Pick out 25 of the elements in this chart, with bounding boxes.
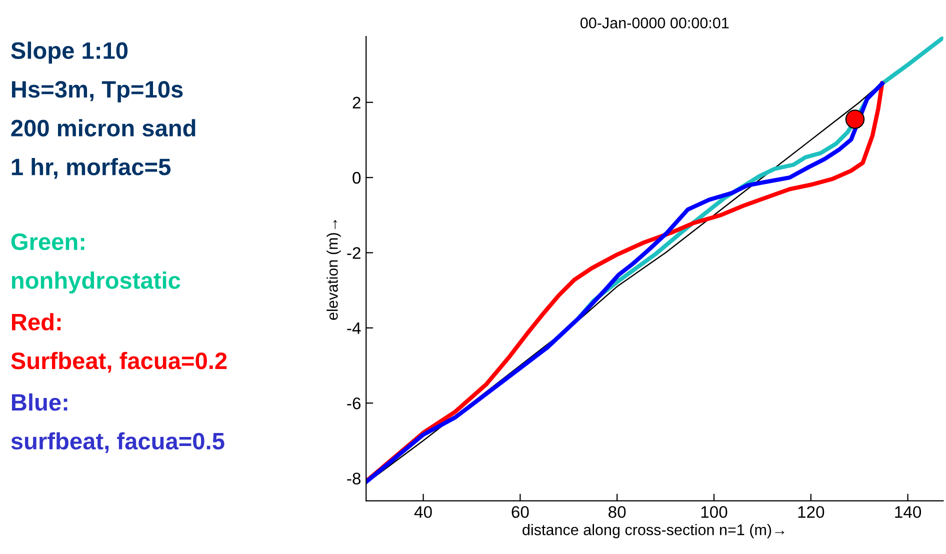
y-tick-label: -8: [347, 472, 361, 484]
x-tick-label: 60: [512, 506, 529, 518]
x-tick-label: 80: [608, 506, 626, 518]
chart-title: 00-Jan-0000 00:00:01: [580, 18, 729, 28]
y-axis-title: elevation (m)→: [326, 220, 341, 320]
x-tick-label: 100: [701, 506, 728, 518]
text: Hs=3m, Tp=10s: [12, 81, 183, 102]
x-tick-label: 140: [895, 506, 922, 518]
text: Blue:: [12, 393, 68, 411]
text: Green:: [11, 233, 84, 250]
text: Slope 1:10: [11, 42, 128, 64]
text: surfbeat, facua=0.5: [11, 432, 224, 453]
x-axis-title: distance along cross-section n=1 (m)→: [522, 524, 784, 538]
x-tick-label: 120: [798, 506, 824, 518]
x-tick-label: 40: [414, 506, 432, 518]
text: Surfbeat, facua=0.2: [11, 352, 227, 373]
text: nonhydrostatic: [12, 272, 180, 294]
y-tick-label: -4: [347, 322, 361, 334]
text: Red:: [12, 313, 61, 330]
text: 200 micron sand: [11, 119, 196, 137]
y-tick-label: -6: [347, 397, 361, 410]
y-tick-label: -2: [347, 247, 360, 259]
text: 1 hr, morfac=5: [12, 158, 171, 179]
y-tick-label: 2: [352, 96, 360, 108]
y-tick-label: 0: [352, 172, 361, 184]
